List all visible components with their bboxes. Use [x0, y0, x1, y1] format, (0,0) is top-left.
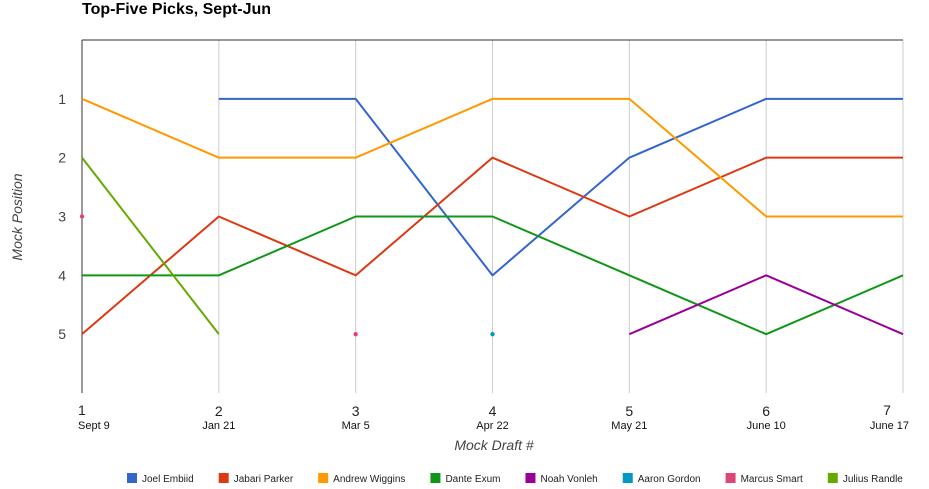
legend-label: Andrew Wiggins [333, 474, 405, 485]
data-point [490, 331, 495, 337]
series-marcus-smart [79, 214, 358, 337]
series-julius-randle [81, 157, 220, 335]
legend-swatch [622, 473, 633, 483]
legend-swatch [525, 473, 536, 483]
series-line [81, 156, 903, 335]
y-axis-label: Mock Position [9, 173, 25, 260]
legend-label: Julius Randle [843, 474, 903, 485]
legend: Joel Embiid Jabari Parker Andrew Wiggins Da… [127, 473, 903, 485]
x-tick-label: 4 [489, 403, 497, 419]
y-tick-label: 4 [58, 267, 66, 283]
legend-label: Jabari Parker [234, 474, 294, 485]
legend-label: Dante Exum [445, 474, 500, 485]
x-tick-label: 1 [78, 402, 86, 418]
legend-item-andrew-wiggins: Andrew Wiggins [318, 473, 405, 485]
legend-label: Aaron Gordon [638, 474, 701, 485]
x-date-label: Jan 21 [202, 420, 235, 432]
legend-item-joel-embiid: Joel Embiid [127, 473, 194, 485]
x-date-label: Mar 5 [342, 420, 370, 432]
y-tick-labels: 1 2 3 4 5 [58, 91, 66, 342]
data-point [353, 331, 358, 337]
series-dante-exum [82, 215, 904, 336]
legend-label: Joel Embiid [142, 474, 194, 485]
series-line [218, 97, 903, 277]
legend-swatch [827, 473, 838, 483]
legend-item-marcus-smart: Marcus Smart [725, 473, 803, 485]
series-group [79, 97, 904, 337]
x-tick-label: 3 [352, 403, 360, 419]
series-line [81, 157, 220, 335]
data-point [79, 214, 85, 219]
legend-swatch [430, 473, 441, 483]
series-aaron-gordon [490, 331, 495, 337]
legend-item-julius-randle: Julius Randle [827, 473, 903, 485]
x-date-label: June 17 [870, 420, 909, 432]
chart-title: Top-Five Picks, Sept-Jun [82, 1, 271, 18]
series-noah-vonleh [628, 274, 904, 336]
y-tick-label: 5 [58, 326, 66, 342]
x-tick-label: 2 [215, 403, 223, 419]
y-tick-label: 3 [58, 209, 66, 225]
legend-item-noah-vonleh: Noah Vonleh [525, 473, 598, 485]
legend-item-aaron-gordon: Aaron Gordon [622, 473, 701, 485]
legend-label: Marcus Smart [741, 474, 803, 485]
series-line [82, 215, 904, 336]
legend-item-dante-exum: Dante Exum [430, 473, 500, 485]
x-tick-label: 7 [883, 402, 891, 418]
series-jabari-parker [81, 156, 903, 335]
x-date-label: Sept 9 [78, 420, 110, 432]
series-joel-embiid [218, 97, 903, 277]
legend-label: Noah Vonleh [540, 474, 597, 485]
series-line [81, 97, 903, 218]
legend-swatch [218, 473, 229, 483]
legend-swatch [127, 473, 137, 483]
legend-swatch [318, 473, 329, 483]
legend-swatch [725, 473, 736, 483]
x-tick-label: 6 [762, 403, 770, 419]
series-line [628, 274, 904, 336]
x-date-label: Apr 22 [476, 420, 508, 432]
y-tick-label: 1 [58, 91, 66, 107]
series-andrew-wiggins [81, 97, 903, 218]
x-tick-label: 5 [625, 403, 633, 419]
x-date-label: May 21 [611, 420, 647, 432]
legend-item-jabari-parker: Jabari Parker [218, 473, 294, 485]
x-axis-label: Mock Draft # [454, 437, 534, 453]
y-tick-label: 2 [58, 150, 66, 166]
x-date-label: June 10 [747, 420, 786, 432]
